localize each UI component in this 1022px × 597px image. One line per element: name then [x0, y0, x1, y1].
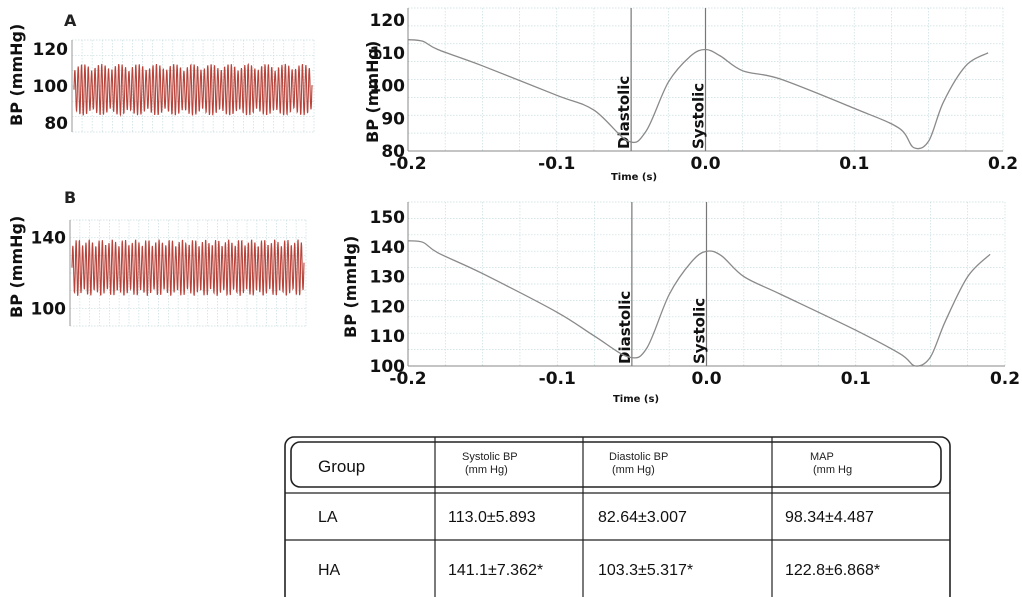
x-tick-label: 0.0: [690, 154, 720, 174]
x-axis-label-waveform-a: Time (s): [611, 172, 657, 183]
x-tick-label: -0.1: [538, 154, 575, 174]
y-tick-label: 130: [370, 268, 406, 288]
y-tick-label: 100: [33, 77, 69, 97]
table-cell: 113.0±5.893: [448, 509, 536, 526]
y-tick-label: 120: [370, 297, 406, 317]
y-tick-label: 150: [370, 208, 406, 228]
marker-label: Diastolic: [615, 76, 633, 149]
table-cell: 98.34±4.487: [785, 509, 874, 526]
table-cell: 122.8±6.868*: [785, 562, 880, 579]
y-tick-label: 120: [33, 40, 69, 60]
x-tick-label: 0.0: [691, 369, 721, 389]
averaged-bp-waveform-a: 80 90 100 110 120 -0.2 -0.1 0.0 0.1 0.2 Diastolic S…: [370, 7, 1018, 174]
table-header-cell: Group: [318, 457, 365, 476]
table-cell: 141.1±7.362*: [448, 562, 543, 579]
x-tick-label: 0.1: [841, 369, 871, 389]
y-tick-label: 140: [31, 229, 67, 249]
marker-label: Diastolic: [616, 291, 634, 364]
averaged-bp-waveform-b: 100 110 120 130 140 150 -0.2 -0.1 0.0 0.1 0.2 Diast…: [370, 201, 1020, 389]
x-tick-label: -0.2: [389, 369, 426, 389]
table-header-cell: Diastolic BP (mm Hg): [609, 451, 668, 476]
bp-trace-line: [73, 62, 313, 117]
x-tick-label: 0.2: [990, 369, 1020, 389]
y-axis-label-trace-a: BP (mmHg): [7, 24, 26, 126]
bp-waveform-line: [407, 240, 991, 367]
raw-bp-trace-a: 80 100 120: [33, 39, 315, 134]
panel-b-label: B: [64, 188, 76, 207]
y-axis-label-waveform-b: BP (mmHg): [341, 236, 360, 338]
table-cell: 103.3±5.317*: [598, 562, 693, 579]
x-tick-label: 0.2: [988, 154, 1018, 174]
y-tick-label: 140: [370, 238, 406, 258]
panel-a-label: A: [64, 11, 77, 30]
bp-waveform-line: [407, 39, 989, 150]
table-header-border: [290, 441, 942, 488]
table-cell: LA: [318, 509, 338, 526]
y-tick-label: 110: [370, 44, 406, 64]
x-axis-label-waveform-b: Time (s): [613, 394, 659, 405]
bp-summary-table: Group Systolic BP (mm Hg) Diastolic BP (mm H…: [284, 436, 951, 597]
x-tick-label: 0.1: [839, 154, 869, 174]
marker-label: Systolic: [691, 298, 709, 364]
y-tick-label: 100: [31, 299, 67, 319]
x-tick-label: -0.1: [539, 369, 576, 389]
y-tick-label: 100: [370, 77, 406, 97]
y-tick-label: 80: [381, 142, 405, 162]
table-header-cell: Systolic BP (mm Hg): [462, 451, 518, 476]
y-axis-label-waveform-a: BP (mmHg): [363, 41, 382, 143]
raw-bp-trace-b: 100 140: [31, 219, 307, 327]
marker-label: Systolic: [690, 83, 708, 149]
table-outer-border: [284, 436, 951, 597]
y-tick-label: 120: [370, 11, 406, 31]
bp-trace-line: [71, 239, 305, 297]
table-cell: HA: [318, 562, 341, 579]
y-tick-label: 90: [381, 109, 405, 129]
x-tick-label: -0.2: [389, 154, 426, 174]
table-header-cell: MAP (mm Hg: [810, 451, 852, 476]
y-tick-label: 100: [370, 357, 406, 377]
table-cell: 82.64±3.007: [598, 509, 687, 526]
y-tick-label: 110: [370, 327, 406, 347]
y-axis-label-trace-b: BP (mmHg): [7, 216, 26, 318]
y-tick-label: 80: [44, 114, 68, 134]
